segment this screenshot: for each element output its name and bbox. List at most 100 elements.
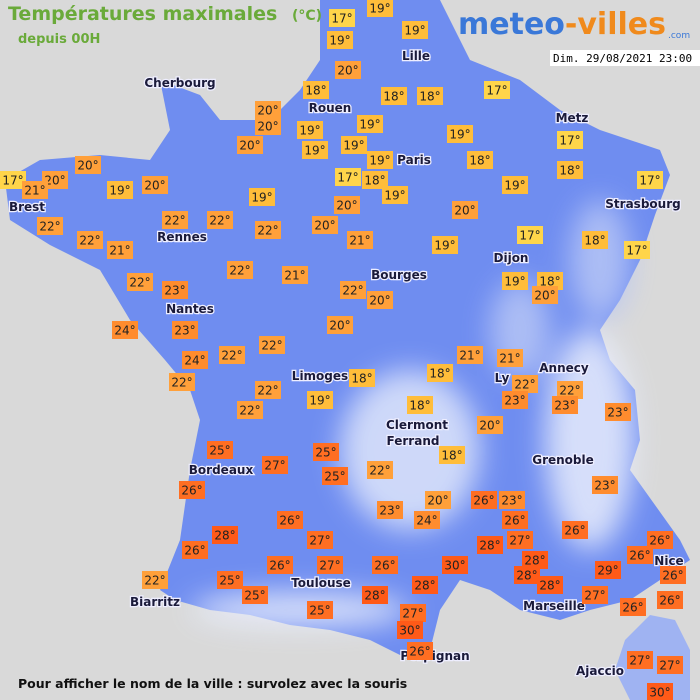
temperature-marker: 22° [207, 211, 233, 229]
temperature-label: 26° [473, 494, 494, 508]
temperature-box [637, 171, 663, 189]
temperature-marker: 26° [277, 511, 303, 529]
logo-part[interactable]: -villes [565, 7, 666, 42]
temperature-box [162, 281, 188, 299]
temperature-box [372, 556, 398, 574]
temperature-marker: 23° [502, 391, 528, 409]
temperature-marker: 17° [329, 9, 355, 27]
temperature-box [335, 61, 361, 79]
temperature-box [282, 266, 308, 284]
temperature-label: 20° [329, 319, 350, 333]
temperature-box [255, 117, 281, 135]
temperature-marker: 19° [447, 125, 473, 143]
temperature-box [267, 556, 293, 574]
temperature-marker: 18° [417, 87, 443, 105]
temperature-box [37, 217, 63, 235]
temperature-label: 28° [414, 579, 435, 593]
temperature-label: 17° [331, 12, 352, 26]
temperature-marker: 27° [657, 656, 683, 674]
temperature-marker: 23° [552, 396, 578, 414]
temperature-marker: 30° [647, 683, 673, 700]
temperature-box [595, 561, 621, 579]
temperature-marker: 18° [557, 161, 583, 179]
temperature-box [412, 576, 438, 594]
temperature-label: 20° [454, 204, 475, 218]
temperature-label: 23° [164, 284, 185, 298]
temperature-marker: 26° [647, 531, 673, 549]
temperature-label: 20° [239, 139, 260, 153]
temperature-label: 19° [404, 24, 425, 38]
logo-suffix[interactable]: .com [668, 31, 690, 41]
temperature-marker: 24° [112, 321, 138, 339]
temperature-box [207, 211, 233, 229]
temperature-marker: 20° [367, 291, 393, 309]
temperature-marker: 28° [212, 526, 238, 544]
temperature-box [477, 536, 503, 554]
temperature-label: 17° [2, 174, 23, 188]
temperature-box [340, 281, 366, 299]
temperature-label: 19° [369, 2, 390, 16]
temperature-box [502, 511, 528, 529]
temperature-marker: 27° [317, 556, 343, 574]
temperature-label: 19° [384, 189, 405, 203]
logo[interactable]: meteo-villes [458, 7, 666, 42]
temperature-box [502, 176, 528, 194]
temperature-box [537, 272, 563, 290]
temperature-box [367, 291, 393, 309]
temperature-label: 20° [257, 120, 278, 134]
city-name: Biarritz [130, 595, 180, 609]
temperature-label: 19° [109, 184, 130, 198]
temperature-marker: 17° [484, 81, 510, 99]
temperature-box [107, 241, 133, 259]
temperature-label: 28° [516, 569, 537, 583]
temperature-marker: 25° [307, 601, 333, 619]
temperature-marker: 24° [414, 511, 440, 529]
temperature-box [427, 364, 453, 382]
temperature-marker: 22° [255, 221, 281, 239]
temperature-box [532, 286, 558, 304]
temperature-marker: 20° [142, 176, 168, 194]
temperature-marker: 22° [557, 381, 583, 399]
city-name: Bourges [371, 268, 427, 282]
temperature-marker: 17° [637, 171, 663, 189]
temperature-marker: 21° [282, 266, 308, 284]
temperature-box [349, 369, 375, 387]
logo-part[interactable]: meteo [458, 7, 565, 42]
temperature-marker: 19° [502, 272, 528, 290]
temperature-box [502, 391, 528, 409]
temperature-marker: 19° [367, 0, 393, 17]
temperature-marker: 20° [327, 316, 353, 334]
temperature-label: 27° [584, 589, 605, 603]
temperature-label: 28° [214, 529, 235, 543]
temperature-box [497, 349, 523, 367]
temperature-label: 23° [174, 324, 195, 338]
temperature-marker: 26° [660, 566, 686, 584]
temperature-label: 19° [504, 275, 525, 289]
temperature-label: 22° [221, 349, 242, 363]
temperature-label: 23° [501, 494, 522, 508]
timestamp-box [550, 50, 700, 66]
temperature-box [307, 531, 333, 549]
temperature-box [259, 336, 285, 354]
temperature-label: 23° [504, 394, 525, 408]
temperature-marker: 21° [347, 231, 373, 249]
temperature-marker: 20° [335, 61, 361, 79]
temperature-label: 27° [309, 534, 330, 548]
temperature-box [442, 556, 468, 574]
temperature-marker: 18° [439, 446, 465, 464]
temperature-label: 22° [257, 384, 278, 398]
temperature-box [502, 272, 528, 290]
temperature-marker: 18° [427, 364, 453, 382]
temperature-marker: 18° [349, 369, 375, 387]
temperature-box [507, 531, 533, 549]
temperature-marker: 18° [537, 272, 563, 290]
temperature-marker: 27° [507, 531, 533, 549]
temperature-box [484, 81, 510, 99]
temperature-marker: 30° [397, 621, 423, 639]
temperature-box [219, 346, 245, 364]
temperature-box [255, 101, 281, 119]
temperature-marker: 22° [255, 381, 281, 399]
city-name: Brest [9, 200, 45, 214]
temperature-marker: 22° [512, 375, 538, 393]
